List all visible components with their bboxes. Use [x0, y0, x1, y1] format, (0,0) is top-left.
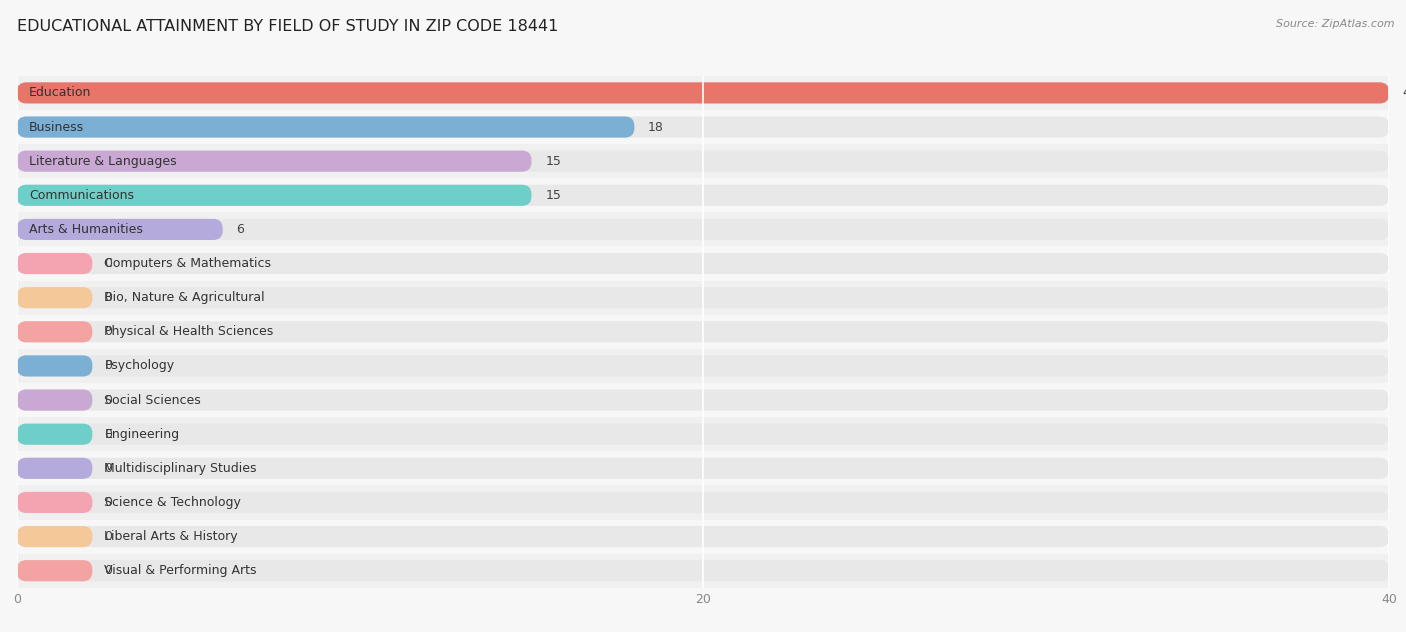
FancyBboxPatch shape [17, 389, 1389, 411]
Text: Business: Business [30, 121, 84, 133]
FancyBboxPatch shape [17, 423, 93, 445]
FancyBboxPatch shape [17, 219, 222, 240]
FancyBboxPatch shape [17, 389, 93, 411]
FancyBboxPatch shape [17, 560, 1389, 581]
FancyBboxPatch shape [17, 253, 93, 274]
Text: Literature & Languages: Literature & Languages [30, 155, 177, 167]
Bar [17, 485, 1389, 520]
Text: Liberal Arts & History: Liberal Arts & History [104, 530, 238, 543]
FancyBboxPatch shape [17, 219, 1389, 240]
FancyBboxPatch shape [17, 492, 93, 513]
FancyBboxPatch shape [17, 82, 1389, 104]
Text: 0: 0 [104, 496, 112, 509]
Text: Computers & Mathematics: Computers & Mathematics [104, 257, 271, 270]
Bar [17, 315, 1389, 349]
Bar [17, 451, 1389, 485]
Text: 0: 0 [104, 530, 112, 543]
Text: Source: ZipAtlas.com: Source: ZipAtlas.com [1277, 19, 1395, 29]
FancyBboxPatch shape [17, 287, 93, 308]
Text: 0: 0 [104, 291, 112, 304]
Bar [17, 281, 1389, 315]
FancyBboxPatch shape [17, 82, 1389, 104]
Text: 0: 0 [104, 428, 112, 441]
Text: Visual & Performing Arts: Visual & Performing Arts [104, 564, 257, 577]
FancyBboxPatch shape [17, 150, 531, 172]
FancyBboxPatch shape [17, 185, 531, 206]
FancyBboxPatch shape [17, 526, 1389, 547]
Text: 6: 6 [236, 223, 245, 236]
Text: Physical & Health Sciences: Physical & Health Sciences [104, 325, 274, 338]
Text: 40: 40 [1403, 87, 1406, 99]
Text: 0: 0 [104, 564, 112, 577]
Text: Social Sciences: Social Sciences [104, 394, 201, 406]
Bar [17, 520, 1389, 554]
FancyBboxPatch shape [17, 321, 93, 343]
Text: 15: 15 [546, 155, 561, 167]
Bar [17, 246, 1389, 281]
Text: 0: 0 [104, 462, 112, 475]
Text: Engineering: Engineering [104, 428, 180, 441]
FancyBboxPatch shape [17, 355, 1389, 377]
Bar [17, 383, 1389, 417]
FancyBboxPatch shape [17, 321, 1389, 343]
Bar [17, 349, 1389, 383]
FancyBboxPatch shape [17, 150, 1389, 172]
Text: Education: Education [30, 87, 91, 99]
Bar [17, 76, 1389, 110]
FancyBboxPatch shape [17, 116, 634, 138]
FancyBboxPatch shape [17, 492, 1389, 513]
Text: 0: 0 [104, 325, 112, 338]
Text: EDUCATIONAL ATTAINMENT BY FIELD OF STUDY IN ZIP CODE 18441: EDUCATIONAL ATTAINMENT BY FIELD OF STUDY… [17, 19, 558, 34]
Text: Communications: Communications [30, 189, 134, 202]
Text: 0: 0 [104, 360, 112, 372]
Text: 0: 0 [104, 394, 112, 406]
Bar [17, 212, 1389, 246]
Text: Bio, Nature & Agricultural: Bio, Nature & Agricultural [104, 291, 264, 304]
Bar [17, 144, 1389, 178]
Text: Multidisciplinary Studies: Multidisciplinary Studies [104, 462, 257, 475]
FancyBboxPatch shape [17, 116, 1389, 138]
FancyBboxPatch shape [17, 423, 1389, 445]
FancyBboxPatch shape [17, 355, 93, 377]
FancyBboxPatch shape [17, 458, 93, 479]
Text: 15: 15 [546, 189, 561, 202]
FancyBboxPatch shape [17, 287, 1389, 308]
FancyBboxPatch shape [17, 560, 93, 581]
Text: Arts & Humanities: Arts & Humanities [30, 223, 143, 236]
Text: Science & Technology: Science & Technology [104, 496, 242, 509]
Bar [17, 417, 1389, 451]
Bar [17, 178, 1389, 212]
Bar [17, 554, 1389, 588]
FancyBboxPatch shape [17, 185, 1389, 206]
Bar [17, 110, 1389, 144]
FancyBboxPatch shape [17, 526, 93, 547]
FancyBboxPatch shape [17, 458, 1389, 479]
FancyBboxPatch shape [17, 253, 1389, 274]
Text: 18: 18 [648, 121, 664, 133]
Text: Psychology: Psychology [104, 360, 174, 372]
Text: 0: 0 [104, 257, 112, 270]
